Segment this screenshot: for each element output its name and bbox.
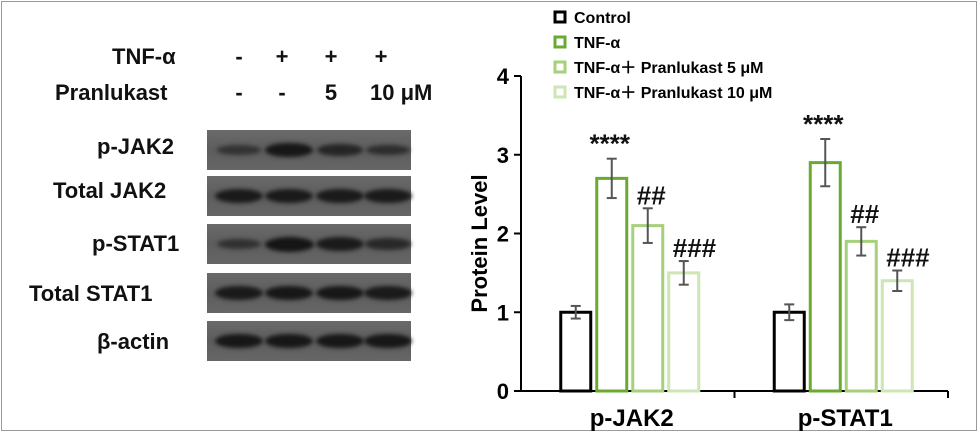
y-tick-label: 3 <box>497 143 509 168</box>
y-axis-label: Protein Level <box>467 174 492 312</box>
x-category-label: p-STAT1 <box>798 405 893 432</box>
condition-value: - <box>235 44 243 69</box>
bar <box>595 176 629 393</box>
blot-strip-total-jak2 <box>207 176 412 216</box>
blot-band <box>215 189 263 203</box>
blot-strip-p-stat1 <box>207 224 411 264</box>
blot-band <box>363 333 413 349</box>
blot-row-label: Total STAT1 <box>29 281 153 306</box>
legend-swatch <box>553 10 567 24</box>
chart-axes: 0 1 2 3 4 Protein Level p-JAK2 p-STAT1 <box>467 64 949 432</box>
bar <box>844 239 878 393</box>
blot-row-label: Total JAK2 <box>53 178 167 203</box>
blot-band <box>264 142 314 158</box>
bar <box>559 310 593 393</box>
blot-band <box>364 189 412 203</box>
blot-band <box>215 286 263 300</box>
bar <box>772 310 806 393</box>
blot-band <box>316 237 364 251</box>
blot-band <box>217 145 261 155</box>
legend-label: TNF-α＋ Pranlukast 10 μM <box>574 85 772 102</box>
legend-label: TNF-α <box>574 35 620 52</box>
significance-label: ## <box>637 180 666 210</box>
legend-swatch <box>553 35 567 49</box>
chart-bars: ****#####****##### <box>559 109 930 393</box>
legend-label: TNF-α＋ Pranlukast 5 μM <box>574 60 763 77</box>
bar <box>880 279 914 393</box>
blot-band <box>217 239 261 249</box>
y-tick-label: 4 <box>497 64 510 89</box>
condition-value: 5 <box>324 80 338 105</box>
chart-legend: Control TNF-α TNF-α＋ Pranlukast 5 μM TNF-α＋… <box>553 10 772 102</box>
condition-value: - <box>235 80 243 105</box>
bar <box>631 224 665 393</box>
y-tick-label: 2 <box>497 222 509 247</box>
blot-strip-total-stat1 <box>207 273 412 313</box>
significance-label: ### <box>886 243 930 273</box>
blot-band <box>364 286 412 300</box>
blot-row-label: β-actin <box>97 329 170 354</box>
x-category-label: p-JAK2 <box>590 405 674 432</box>
significance-label: ### <box>673 233 717 263</box>
blot-band <box>264 285 314 301</box>
blot-band <box>214 333 264 349</box>
blot-band <box>265 189 313 203</box>
condition-value: 10 μM <box>370 80 433 105</box>
bar <box>667 271 701 393</box>
blot-band <box>315 333 365 349</box>
blot-band <box>316 189 364 203</box>
legend-label: Control <box>574 10 631 27</box>
blot-band <box>264 333 314 349</box>
significance-label: **** <box>803 109 844 139</box>
blot-strip-p-jak2 <box>207 130 411 170</box>
blot-band <box>365 144 411 156</box>
condition-value: - <box>278 80 286 105</box>
y-tick-label: 0 <box>497 379 509 404</box>
blot-band <box>365 238 411 250</box>
blot-band <box>317 144 363 156</box>
blot-strip-beta-actin <box>207 321 413 361</box>
condition-value: + <box>275 44 289 69</box>
condition-label-pranlukast: Pranlukast <box>55 80 168 105</box>
significance-label: ## <box>850 199 879 229</box>
condition-value: + <box>374 44 388 69</box>
legend-swatch <box>553 85 567 99</box>
legend-swatch <box>553 60 567 74</box>
bar <box>808 161 842 393</box>
blot-band <box>315 285 365 301</box>
condition-label-tnf: TNF-α <box>112 44 176 69</box>
y-tick-label: 1 <box>497 300 509 325</box>
significance-label: **** <box>590 129 631 159</box>
blot-row-label: p-JAK2 <box>97 134 175 159</box>
condition-value: + <box>324 44 338 69</box>
blot-band <box>264 236 314 252</box>
blot-row-label: p-STAT1 <box>92 231 180 256</box>
